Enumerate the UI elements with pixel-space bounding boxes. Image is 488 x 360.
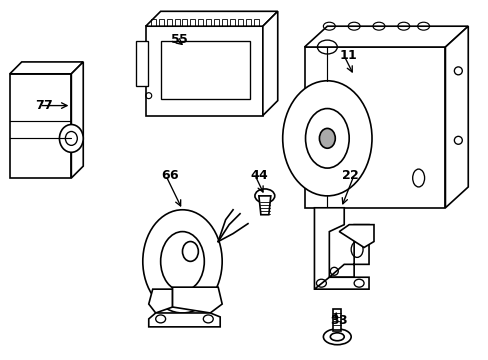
Bar (182, 19, 187, 26)
Bar (174, 19, 179, 26)
Text: 3: 3 (337, 314, 346, 327)
Text: 5: 5 (179, 33, 187, 46)
Ellipse shape (60, 125, 83, 152)
Bar (166, 19, 171, 26)
Text: 1: 1 (339, 49, 348, 63)
Polygon shape (314, 208, 353, 289)
Polygon shape (148, 289, 172, 313)
Text: 2: 2 (349, 168, 358, 181)
Polygon shape (445, 26, 468, 208)
Text: 4: 4 (250, 168, 259, 181)
Bar (304, 47, 445, 208)
Ellipse shape (282, 81, 371, 196)
Text: 7: 7 (35, 99, 44, 112)
Bar (206, 19, 211, 26)
Polygon shape (10, 62, 83, 74)
Polygon shape (172, 287, 222, 313)
Bar (333, 309, 341, 331)
Polygon shape (258, 196, 270, 215)
Bar (158, 19, 163, 26)
Text: 6: 6 (161, 168, 169, 181)
Ellipse shape (319, 129, 335, 148)
Text: 4: 4 (258, 168, 266, 181)
Polygon shape (145, 11, 277, 26)
Text: 7: 7 (43, 99, 52, 112)
Ellipse shape (142, 210, 222, 313)
Polygon shape (328, 225, 368, 277)
Text: 1: 1 (347, 49, 356, 63)
Polygon shape (148, 313, 220, 327)
Bar (150, 19, 155, 26)
Bar (161, 41, 249, 99)
Text: 2: 2 (341, 168, 350, 181)
Bar (214, 19, 219, 26)
Bar (198, 19, 203, 26)
Bar (238, 19, 243, 26)
Bar (10, 74, 71, 178)
Ellipse shape (323, 329, 350, 345)
Bar (145, 26, 263, 116)
Bar (230, 19, 235, 26)
Polygon shape (314, 277, 368, 289)
Text: 5: 5 (171, 33, 180, 46)
Bar (245, 19, 250, 26)
Polygon shape (304, 26, 468, 47)
Bar (222, 19, 226, 26)
Text: 3: 3 (329, 314, 338, 327)
Bar (253, 19, 258, 26)
Bar (190, 19, 195, 26)
Polygon shape (263, 11, 277, 116)
Polygon shape (71, 62, 83, 178)
Text: 6: 6 (169, 168, 178, 181)
Polygon shape (339, 225, 373, 247)
Bar (136, 41, 147, 86)
